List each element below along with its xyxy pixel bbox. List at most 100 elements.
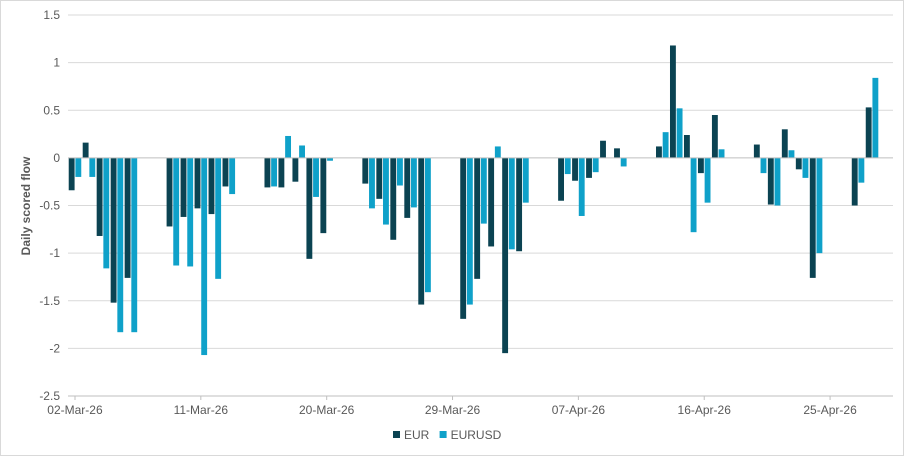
bars (68, 45, 879, 356)
y-axis-title: Daily scored flow (19, 156, 33, 255)
bar-eurusd-2026-04-22 (788, 150, 795, 158)
bar-eur-2026-04-14 (669, 45, 676, 158)
bar-eurusd-2026-04-17 (718, 149, 725, 158)
bar-eur-2026-04-02 (502, 157, 509, 354)
y-tick-label: -1.5 (39, 294, 60, 308)
bar-eurusd-2026-04-27 (858, 157, 865, 183)
bar-eur-2026-03-27 (418, 157, 425, 305)
bar-eurusd-2026-04-08 (592, 157, 599, 173)
x-tick-label: 29-Mar-26 (425, 403, 481, 417)
bar-eurusd-2026-03-12 (215, 157, 222, 279)
bar-eurusd-2026-03-04 (103, 157, 110, 269)
legend-swatch-eur (393, 431, 400, 438)
bar-eurusd-2026-03-31 (480, 157, 487, 224)
bar-eur-2026-04-24 (809, 157, 816, 278)
bar-eur-2026-03-13 (222, 157, 229, 187)
bar-eur-2026-03-20 (320, 157, 327, 234)
bar-eur-2026-03-04 (96, 157, 103, 236)
bar-eurusd-2026-04-06 (564, 157, 571, 175)
bar-eurusd-2026-04-16 (704, 157, 711, 203)
x-tick-label: 16-Apr-26 (678, 403, 732, 417)
bar-eurusd-2026-04-24 (816, 157, 823, 254)
bar-eurusd-2026-03-13 (229, 157, 236, 195)
bar-eur-2026-03-25 (390, 157, 397, 240)
bar-eur-2026-03-26 (404, 157, 411, 218)
bar-eur-2026-04-06 (558, 157, 564, 201)
y-tick-label: 1.5 (43, 8, 60, 22)
bar-eur-2026-03-24 (376, 157, 383, 199)
bar-eurusd-2026-04-21 (774, 157, 781, 206)
bar-eur-2026-03-06 (124, 157, 131, 278)
bar-eur-2026-03-23 (362, 157, 369, 184)
axes: 1.5 1 0.5 0 -0.5 -1 -1.5 -2 -2.502-Mar-26 11-Mar-… (39, 8, 893, 417)
y-tick-label: 1 (53, 56, 60, 70)
bar-eur-2026-03-09 (166, 157, 173, 227)
bar-eurusd-2026-04-20 (760, 157, 767, 174)
y-tick-label: 0.5 (43, 103, 60, 117)
bar-eur-2026-03-05 (110, 157, 117, 303)
legend-swatch-eurusd (439, 431, 447, 438)
bar-eur-2026-04-16 (697, 157, 704, 174)
bar-eur-2026-03-31 (474, 157, 481, 279)
y-tick-label: -0.5 (39, 199, 60, 213)
bar-eurusd-2026-04-07 (578, 157, 585, 216)
y-tick-label: -2.5 (39, 389, 60, 403)
bar-eur-2026-03-19 (306, 157, 313, 259)
bar-eur-2026-04-08 (586, 157, 592, 178)
bar-eur-2026-03-03 (82, 142, 89, 158)
bar-eur-2026-04-22 (781, 129, 788, 158)
legend-label-eur: EUR (404, 428, 430, 442)
bar-eurusd-2026-03-11 (201, 157, 208, 356)
bar-eur-2026-04-17 (711, 115, 718, 158)
bar-eurusd-2026-03-16 (271, 157, 278, 187)
x-tick-label: 25-Apr-26 (803, 403, 857, 417)
y-tick-label: 0 (53, 151, 60, 165)
bar-eur-2026-04-15 (683, 135, 690, 158)
bar-eur-2026-04-09 (600, 140, 606, 158)
bar-eurusd-2026-04-01 (494, 146, 501, 158)
bar-eur-2026-03-17 (278, 157, 285, 188)
bar-eurusd-2026-04-10 (620, 157, 627, 167)
bar-eurusd-2026-03-02 (75, 157, 82, 177)
x-tick-label: 11-Mar-26 (174, 403, 229, 417)
bar-eurusd-2026-03-25 (397, 157, 403, 186)
bar-eur-2026-03-10 (180, 157, 187, 217)
bar-eurusd-2026-03-18 (299, 145, 305, 158)
bar-eurusd-2026-03-17 (285, 135, 292, 158)
x-tick-label: 20-Mar-26 (299, 403, 355, 417)
y-tick-label: -2 (49, 341, 60, 355)
bar-eurusd-2026-04-28 (872, 77, 879, 158)
bar-eur-2026-04-28 (865, 107, 872, 158)
bar-eurusd-2026-03-03 (89, 157, 96, 177)
bar-eur-2026-04-21 (767, 157, 774, 205)
bar-eur-2026-03-30 (460, 157, 467, 319)
bar-eurusd-2026-03-26 (410, 157, 417, 208)
bar-eurusd-2026-03-27 (424, 157, 431, 293)
bar-eur-2026-04-01 (488, 157, 495, 247)
bar-eurusd-2026-04-23 (802, 157, 809, 178)
bar-eur-2026-03-02 (68, 157, 75, 191)
bar-eurusd-2026-04-13 (662, 132, 669, 158)
legend: EUR EURUSD (393, 428, 502, 442)
bar-eurusd-2026-03-19 (313, 157, 319, 197)
bar-eurusd-2026-03-23 (369, 157, 375, 209)
bar-eurusd-2026-03-20 (327, 157, 333, 161)
bar-eurusd-2026-04-15 (690, 157, 697, 233)
x-tick-label: 02-Mar-26 (47, 403, 103, 417)
bar-eur-2026-03-16 (264, 157, 271, 188)
bar-eurusd-2026-03-10 (187, 157, 194, 267)
bar-eur-2026-04-23 (795, 157, 802, 170)
bar-eurusd-2026-04-02 (508, 157, 515, 250)
bar-eur-2026-03-18 (292, 157, 299, 182)
bar-eurusd-2026-04-14 (676, 108, 683, 158)
bar-eurusd-2026-03-06 (131, 157, 138, 333)
bar-eur-2026-04-13 (656, 146, 662, 158)
bar-eurusd-2026-03-05 (117, 157, 124, 333)
bar-eur-2026-04-07 (572, 157, 578, 181)
bar-eur-2026-04-20 (753, 144, 760, 158)
bar-eurusd-2026-03-30 (466, 157, 473, 305)
y-tick-label: -1 (49, 246, 60, 260)
bar-eur-2026-04-10 (614, 148, 620, 158)
